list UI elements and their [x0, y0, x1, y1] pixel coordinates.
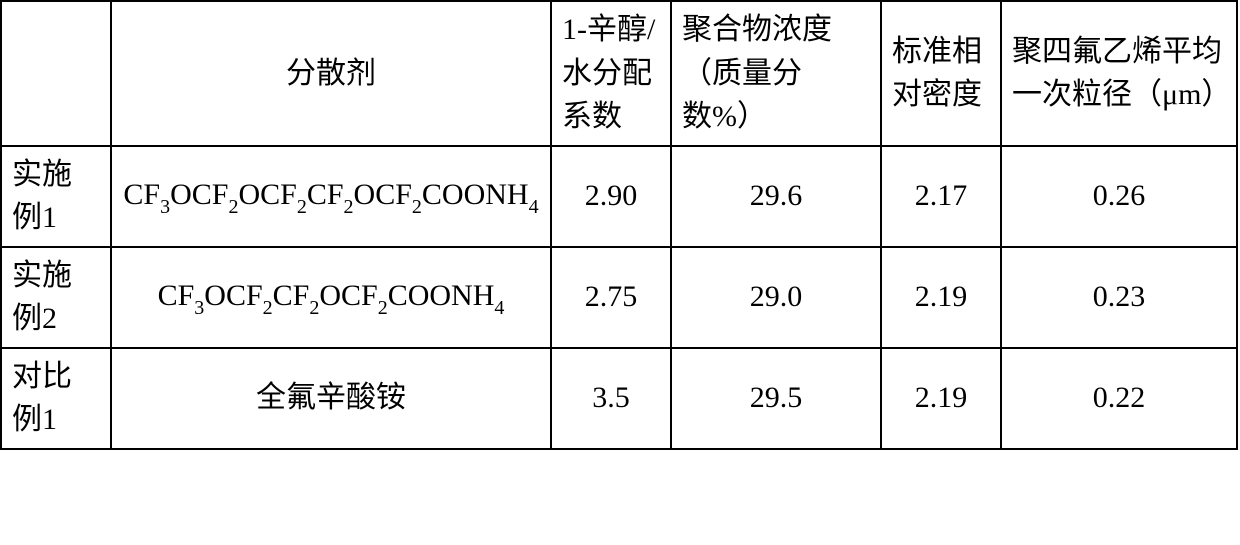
dispersant-cell: CF3OCF2OCF2CF2OCF2COONH4 [111, 146, 551, 247]
polymer-conc-cell: 29.0 [671, 247, 881, 348]
table-header-row: 分散剂 1-辛醇/水分配系数 聚合物浓度（质量分数%） 标准相对密度 聚四氟乙烯… [1, 1, 1237, 146]
spec-gravity-cell: 2.19 [881, 348, 1001, 449]
table-row: 对比例1 全氟辛酸铵 3.5 29.5 2.19 0.22 [1, 348, 1237, 449]
partition-coeff-cell: 2.90 [551, 146, 671, 247]
table-row: 实施例1 CF3OCF2OCF2CF2OCF2COONH4 2.90 29.6 … [1, 146, 1237, 247]
partition-coeff-cell: 3.5 [551, 348, 671, 449]
partition-coeff-cell: 2.75 [551, 247, 671, 348]
header-particle-size: 聚四氟乙烯平均一次粒径（μm） [1001, 1, 1237, 146]
row-label: 实施例2 [1, 247, 111, 348]
dispersant-cell: CF3OCF2CF2OCF2COONH4 [111, 247, 551, 348]
particle-size-cell: 0.26 [1001, 146, 1237, 247]
particle-size-cell: 0.23 [1001, 247, 1237, 348]
header-polymer-conc: 聚合物浓度（质量分数%） [671, 1, 881, 146]
table-row: 实施例2 CF3OCF2CF2OCF2COONH4 2.75 29.0 2.19… [1, 247, 1237, 348]
polymer-conc-cell: 29.6 [671, 146, 881, 247]
dispersant-cell: 全氟辛酸铵 [111, 348, 551, 449]
spec-gravity-cell: 2.19 [881, 247, 1001, 348]
row-label: 对比例1 [1, 348, 111, 449]
data-table: 分散剂 1-辛醇/水分配系数 聚合物浓度（质量分数%） 标准相对密度 聚四氟乙烯… [0, 0, 1238, 450]
header-dispersant: 分散剂 [111, 1, 551, 146]
header-spec-gravity: 标准相对密度 [881, 1, 1001, 146]
particle-size-cell: 0.22 [1001, 348, 1237, 449]
header-row-label [1, 1, 111, 146]
polymer-conc-cell: 29.5 [671, 348, 881, 449]
header-partition-coeff: 1-辛醇/水分配系数 [551, 1, 671, 146]
row-label: 实施例1 [1, 146, 111, 247]
spec-gravity-cell: 2.17 [881, 146, 1001, 247]
